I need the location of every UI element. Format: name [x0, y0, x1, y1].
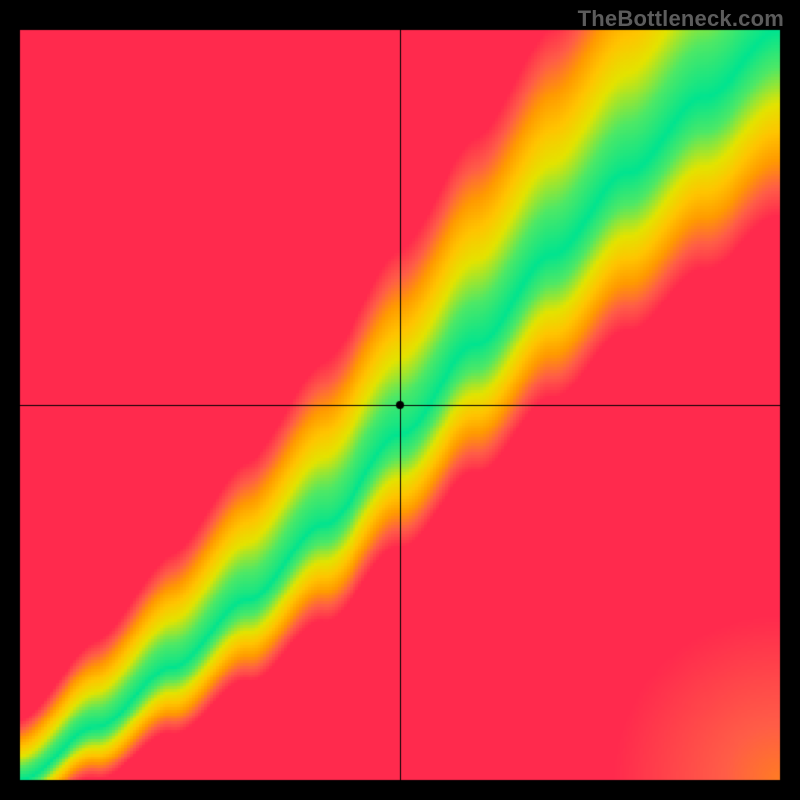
watermark-text: TheBottleneck.com	[578, 6, 784, 32]
bottleneck-heatmap-canvas	[0, 0, 800, 800]
chart-frame: TheBottleneck.com	[0, 0, 800, 800]
